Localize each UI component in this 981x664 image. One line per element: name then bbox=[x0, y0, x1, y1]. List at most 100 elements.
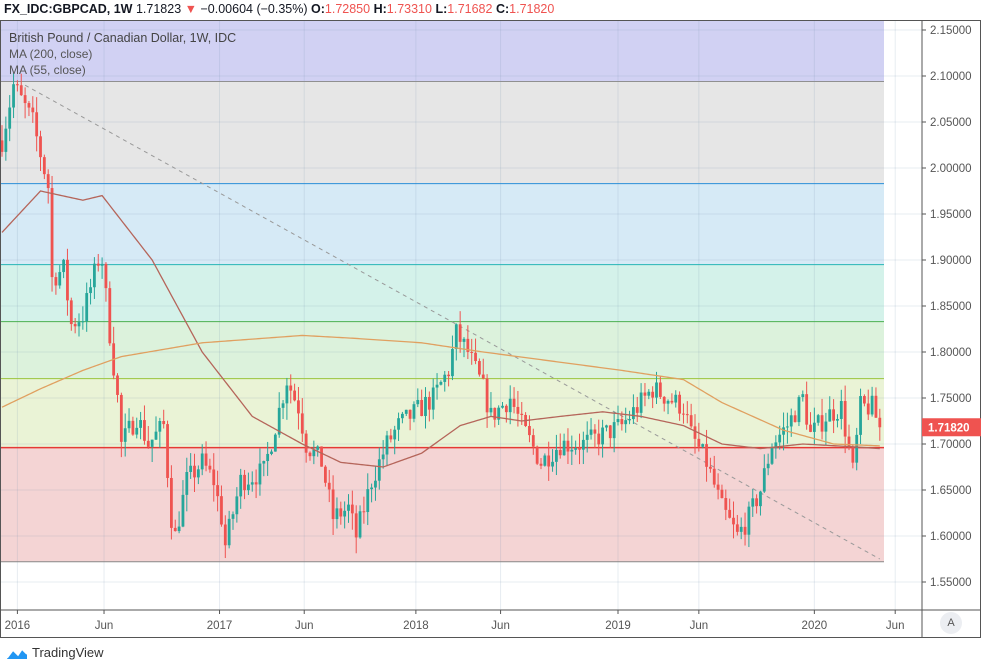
auto-scale-button[interactable]: A bbox=[940, 612, 962, 634]
legend-ma200[interactable]: MA (200, close) bbox=[9, 47, 93, 61]
candle bbox=[766, 453, 770, 476]
candle bbox=[782, 412, 785, 451]
candle-body bbox=[324, 466, 327, 483]
candle-body bbox=[166, 424, 169, 478]
candle-body bbox=[170, 477, 173, 528]
candle bbox=[666, 399, 670, 415]
candle-body bbox=[431, 387, 435, 410]
fib-band bbox=[0, 264, 884, 322]
candle-body bbox=[828, 409, 832, 422]
candle-body bbox=[416, 399, 420, 405]
chart-legend: British Pound / Canadian Dollar, 1W, IDC… bbox=[9, 30, 236, 78]
candle bbox=[16, 80, 19, 92]
candle-body bbox=[158, 420, 162, 432]
candle-body bbox=[782, 427, 785, 435]
candle-body bbox=[239, 474, 243, 497]
candle bbox=[273, 433, 277, 452]
candle-body bbox=[497, 407, 501, 420]
candle-body bbox=[451, 349, 454, 377]
candle-body bbox=[266, 453, 270, 462]
candle bbox=[212, 453, 216, 502]
candle bbox=[254, 469, 258, 499]
candle-body bbox=[58, 272, 62, 286]
candle bbox=[289, 374, 293, 404]
time-tick-label: 2017 bbox=[207, 620, 233, 632]
candle-body bbox=[404, 409, 408, 414]
candle bbox=[139, 411, 142, 440]
candle-body bbox=[347, 504, 350, 511]
candle-body bbox=[778, 434, 782, 443]
candle bbox=[401, 411, 404, 424]
candle-body bbox=[608, 425, 612, 439]
time-tick-label: Jun bbox=[690, 620, 709, 632]
candle-body bbox=[139, 420, 142, 428]
candle bbox=[119, 392, 123, 458]
candle-body bbox=[85, 293, 89, 322]
candle bbox=[293, 383, 296, 402]
candle-body bbox=[762, 468, 766, 492]
candle bbox=[266, 441, 270, 476]
candle-body bbox=[381, 454, 385, 460]
candle-body bbox=[316, 446, 320, 450]
candle-body bbox=[528, 425, 531, 436]
candle bbox=[658, 375, 662, 399]
candle bbox=[39, 130, 42, 172]
candle bbox=[451, 335, 454, 381]
candle bbox=[732, 501, 735, 539]
price-tick-label: 1.85000 bbox=[930, 301, 972, 313]
candle bbox=[535, 445, 539, 466]
candle-body bbox=[293, 390, 296, 401]
candle bbox=[408, 409, 412, 431]
candle-body bbox=[866, 403, 870, 415]
candle-body bbox=[493, 407, 497, 420]
candle bbox=[354, 505, 358, 554]
candle-body bbox=[597, 433, 601, 445]
candle bbox=[643, 383, 647, 407]
candle-body bbox=[389, 435, 393, 440]
candle bbox=[786, 412, 789, 444]
candle-body bbox=[759, 491, 762, 507]
candle-body bbox=[104, 263, 108, 289]
candle-body bbox=[312, 449, 316, 457]
candle bbox=[19, 73, 23, 97]
candle-body bbox=[277, 407, 281, 435]
candle-body bbox=[870, 395, 874, 415]
candle bbox=[108, 281, 112, 346]
candle bbox=[674, 390, 678, 408]
candle bbox=[131, 416, 135, 436]
candle bbox=[832, 399, 835, 434]
candle bbox=[870, 386, 874, 417]
candle bbox=[612, 411, 616, 453]
candle bbox=[755, 494, 758, 514]
low-label: L: bbox=[435, 2, 448, 16]
candle bbox=[539, 458, 543, 470]
candle-body bbox=[855, 434, 859, 463]
legend-ma55[interactable]: MA (55, close) bbox=[9, 63, 86, 77]
price-chart[interactable]: 2.15000 2.10000 2.05000 2.00000 1.95000 1.900… bbox=[0, 0, 981, 640]
time-tick-label: Jun bbox=[95, 620, 114, 632]
candle bbox=[581, 431, 585, 465]
tradingview-logo[interactable]: TradingView bbox=[6, 645, 104, 660]
price-tick-label: 1.65000 bbox=[930, 485, 972, 497]
candle-body bbox=[193, 465, 196, 478]
candle-body bbox=[131, 420, 135, 435]
candle-body bbox=[747, 506, 751, 535]
candle bbox=[562, 433, 566, 456]
candle bbox=[809, 412, 812, 433]
candle bbox=[443, 370, 447, 392]
candle-body bbox=[501, 405, 504, 408]
candle bbox=[116, 373, 119, 403]
candle bbox=[308, 451, 312, 461]
candle bbox=[624, 407, 628, 433]
candle bbox=[501, 402, 504, 409]
fib-band bbox=[0, 378, 884, 448]
candle-body bbox=[770, 448, 774, 464]
price-tick-label: 1.75000 bbox=[930, 393, 972, 405]
candle-body bbox=[173, 527, 177, 532]
candle-body bbox=[689, 415, 693, 427]
candle bbox=[154, 416, 158, 440]
candle-body bbox=[635, 407, 639, 413]
candle-body bbox=[420, 399, 424, 417]
candle bbox=[608, 425, 612, 448]
candle bbox=[589, 418, 593, 440]
